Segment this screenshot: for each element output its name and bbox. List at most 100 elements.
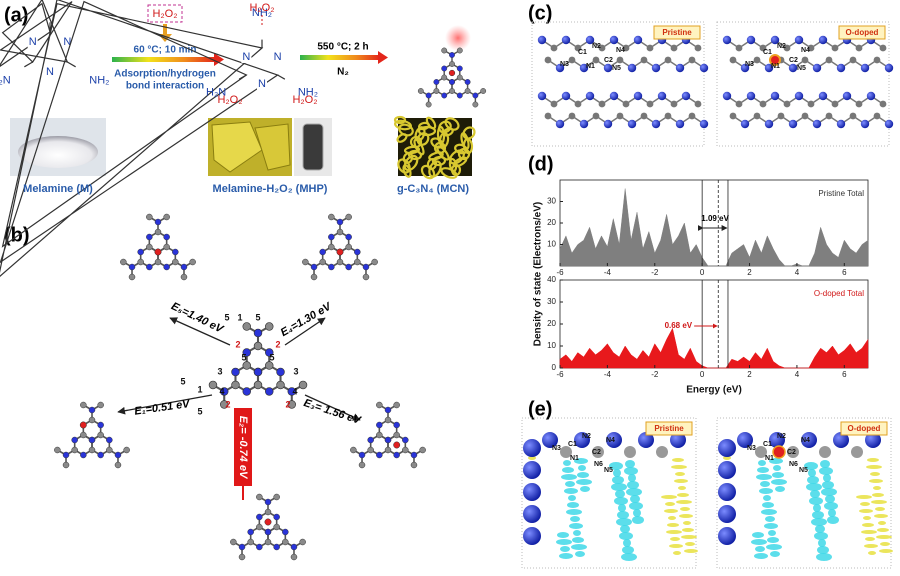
isosurface: [682, 528, 694, 532]
atom-label: C2: [789, 57, 798, 64]
atom-label: NH₂: [298, 86, 318, 98]
x-tick-label: -4: [604, 370, 612, 379]
label-bg: [272, 51, 283, 63]
isosurface: [569, 523, 583, 529]
atom-label: N2: [582, 433, 591, 440]
atom: [598, 44, 606, 52]
x-tick-label: 0: [700, 370, 705, 379]
atom: [670, 432, 686, 448]
isosurface: [680, 507, 690, 511]
pore-wall: [407, 149, 423, 161]
isosurface: [769, 458, 783, 464]
vial: [302, 123, 324, 171]
y-tick-label: 20: [547, 319, 556, 328]
atom-label: N: [46, 66, 54, 78]
atom: [770, 91, 780, 101]
isosurface: [868, 551, 876, 555]
isosurface: [559, 553, 573, 559]
atom: [718, 461, 736, 479]
atom: [753, 56, 761, 64]
atom: [879, 44, 887, 52]
arrow: [112, 57, 216, 62]
atom-label: N: [29, 36, 37, 48]
arrow: [284, 317, 326, 346]
atom: [764, 119, 774, 129]
atom: [657, 91, 667, 101]
atom: [640, 112, 648, 120]
pore-wall: [403, 145, 421, 155]
atom-label: N: [274, 51, 282, 63]
atom: [664, 56, 672, 64]
isosurface: [561, 474, 577, 480]
atom-label: C1: [763, 441, 772, 448]
isosurface: [755, 546, 765, 552]
oxygen-atom: [264, 518, 272, 526]
pore-wall: [462, 137, 474, 155]
atom: [550, 100, 558, 108]
atom: [831, 44, 839, 52]
atom-label: N1: [570, 455, 579, 462]
site-number: 5: [224, 312, 229, 322]
atom: [579, 119, 589, 129]
isosurface: [673, 551, 681, 555]
atom: [609, 91, 619, 101]
atom: [729, 56, 737, 64]
atom: [746, 91, 756, 101]
pore-wall: [409, 135, 423, 149]
isosurface: [632, 516, 644, 524]
y-tick-label: 40: [547, 275, 556, 284]
atom: [544, 56, 552, 64]
isosurface: [808, 469, 816, 477]
isosurface: [668, 516, 676, 520]
atom: [646, 44, 654, 52]
atom: [831, 100, 839, 108]
atom: [735, 44, 743, 52]
atom: [555, 63, 565, 73]
atom: [670, 100, 678, 108]
isosurface: [611, 483, 627, 491]
atom: [783, 44, 791, 52]
isosurface: [814, 532, 828, 540]
x-tick-label: 0: [700, 268, 705, 277]
atom-label: N2: [592, 43, 601, 50]
isosurface: [573, 530, 581, 536]
atom-label: N: [63, 36, 71, 48]
atom-label: N: [258, 78, 266, 90]
pore-wall: [457, 147, 471, 161]
atom: [740, 63, 750, 73]
atom: [622, 44, 630, 52]
isosurface: [810, 490, 820, 498]
isosurface: [567, 502, 579, 508]
energy-label: E₄=1.30 eV: [279, 300, 335, 339]
isosurface: [564, 488, 578, 494]
atom: [879, 100, 887, 108]
pore-wall: [425, 116, 437, 130]
caption: Melamine-H₂O₂ (MHP): [213, 183, 328, 195]
isosurface: [817, 546, 829, 554]
x-tick-label: -2: [651, 370, 659, 379]
atom: [849, 112, 857, 120]
isosurface: [684, 549, 698, 553]
atom: [755, 446, 767, 458]
site-number: 2: [285, 399, 290, 409]
isosurface: [683, 521, 691, 525]
isosurface: [577, 472, 589, 478]
oxygen-atom: [79, 421, 87, 429]
atom: [729, 112, 737, 120]
atom: [759, 44, 767, 52]
isosurface: [570, 516, 580, 522]
energy-box: [234, 408, 252, 486]
pore-wall: [398, 123, 414, 137]
isosurface: [766, 544, 782, 550]
isosurface: [618, 504, 626, 512]
atom: [884, 63, 894, 73]
isosurface: [685, 542, 695, 546]
isosurface: [822, 481, 834, 489]
atom: [764, 63, 774, 73]
atom: [537, 35, 547, 45]
isosurface: [613, 469, 621, 477]
atom: [849, 56, 857, 64]
energy-label: E₁=0.51 eV: [134, 398, 192, 418]
atom: [633, 91, 643, 101]
